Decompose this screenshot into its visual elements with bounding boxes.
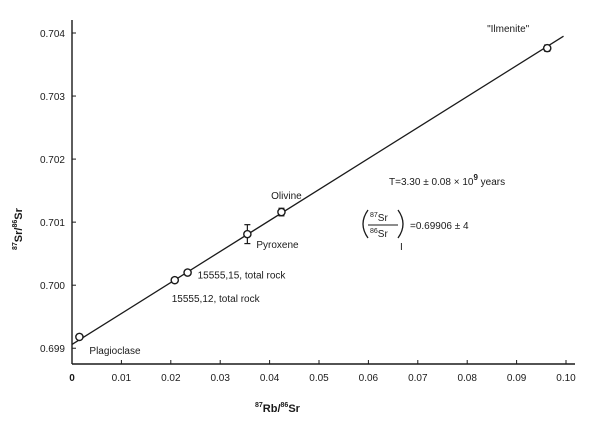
denominator-text: Sr xyxy=(378,229,389,240)
point-marker xyxy=(75,332,84,342)
x-axis-title-part2: Sr xyxy=(288,403,300,415)
x-tick-label: 0.04 xyxy=(260,373,280,384)
x-tick-label: 0 xyxy=(69,373,75,384)
fit-line-group xyxy=(71,35,564,346)
right-paren xyxy=(397,209,404,239)
y-axis-title-part1: Sr/ xyxy=(13,228,25,243)
data-point: 15555,15, total rock xyxy=(183,268,287,282)
point-label: Plagioclase xyxy=(89,346,141,357)
point-label: Pyroxene xyxy=(256,240,299,251)
denominator-sup: 86 xyxy=(370,228,378,235)
y-tick-label: 0.703 xyxy=(40,92,65,103)
point-marker xyxy=(243,229,252,239)
x-tick-label: 0.07 xyxy=(408,373,428,384)
x-tick-label: 0.10 xyxy=(556,373,576,384)
age-text: T=3.30 ± 0.08 × 10 xyxy=(389,177,474,188)
ratio-denominator: 86Sr xyxy=(370,228,388,240)
point-marker xyxy=(170,275,180,285)
left-paren xyxy=(362,209,369,239)
ratio-numerator: 87Sr xyxy=(370,212,388,224)
data-point: Pyroxene xyxy=(243,224,299,251)
x-ticks: 0 0.01 0.02 0.03 0.04 0.05 0.06 0.07 0.08 0.09 0.1… xyxy=(69,360,576,384)
y-tick-label: 0.702 xyxy=(40,155,65,166)
y-axis-title-sup1: 87 xyxy=(12,242,19,250)
y-tick-label: 0.700 xyxy=(40,281,65,292)
y-tick-label: 0.704 xyxy=(40,29,65,40)
age-unit: years xyxy=(478,177,505,188)
data-point: Olivine xyxy=(271,191,302,217)
age-annotation: T=3.30 ± 0.08 × 109 years xyxy=(389,173,505,188)
age-exponent: 9 xyxy=(473,173,478,182)
y-ticks: 0.699 0.700 0.701 0.702 0.703 0.704 xyxy=(40,29,76,355)
point-marker xyxy=(277,207,286,217)
ratio-value: =0.69906 ± 4 xyxy=(410,221,469,232)
data-points: Plagioclase 15555,12, total rock 15555,15,… xyxy=(75,24,552,357)
x-axis-title-part1: Rb/ xyxy=(263,403,281,415)
point-label: 15555,15, total rock xyxy=(198,271,287,282)
x-tick-label: 0.05 xyxy=(309,373,329,384)
axes xyxy=(71,20,575,365)
point-marker xyxy=(183,268,192,277)
y-axis-title-sup2: 86 xyxy=(12,220,19,228)
x-tick-label: 0.03 xyxy=(210,373,230,384)
x-axis-title: 87Rb/86Sr xyxy=(255,402,301,415)
x-tick-label: 0.01 xyxy=(112,373,132,384)
x-tick-label: 0.09 xyxy=(507,373,527,384)
data-point: 15555,12, total rock xyxy=(170,275,261,305)
initial-ratio-annotation: 87Sr 86Sr I =0.69906 ± 4 xyxy=(362,209,469,253)
y-tick-label: 0.699 xyxy=(40,344,65,355)
y-tick-label: 0.701 xyxy=(40,218,65,229)
y-axis-title: 87Sr/86Sr xyxy=(12,207,25,250)
point-label: 15555,12, total rock xyxy=(172,294,261,305)
numerator-text: Sr xyxy=(378,213,389,224)
point-label: "Ilmenite" xyxy=(487,24,530,35)
point-label: Olivine xyxy=(271,191,302,202)
point-marker xyxy=(542,43,552,53)
data-point: "Ilmenite" xyxy=(487,24,552,53)
isochron-fit-line xyxy=(71,35,564,346)
ratio-subscript: I xyxy=(400,242,403,253)
x-axis-title-sup2: 86 xyxy=(281,402,289,409)
data-point: Plagioclase xyxy=(75,332,141,357)
y-axis-title-part2: Sr xyxy=(13,207,25,219)
x-axis-title-sup1: 87 xyxy=(255,402,263,409)
x-tick-label: 0.06 xyxy=(359,373,379,384)
x-tick-label: 0.02 xyxy=(161,373,181,384)
x-tick-label: 0.08 xyxy=(457,373,477,384)
numerator-sup: 87 xyxy=(370,212,378,219)
